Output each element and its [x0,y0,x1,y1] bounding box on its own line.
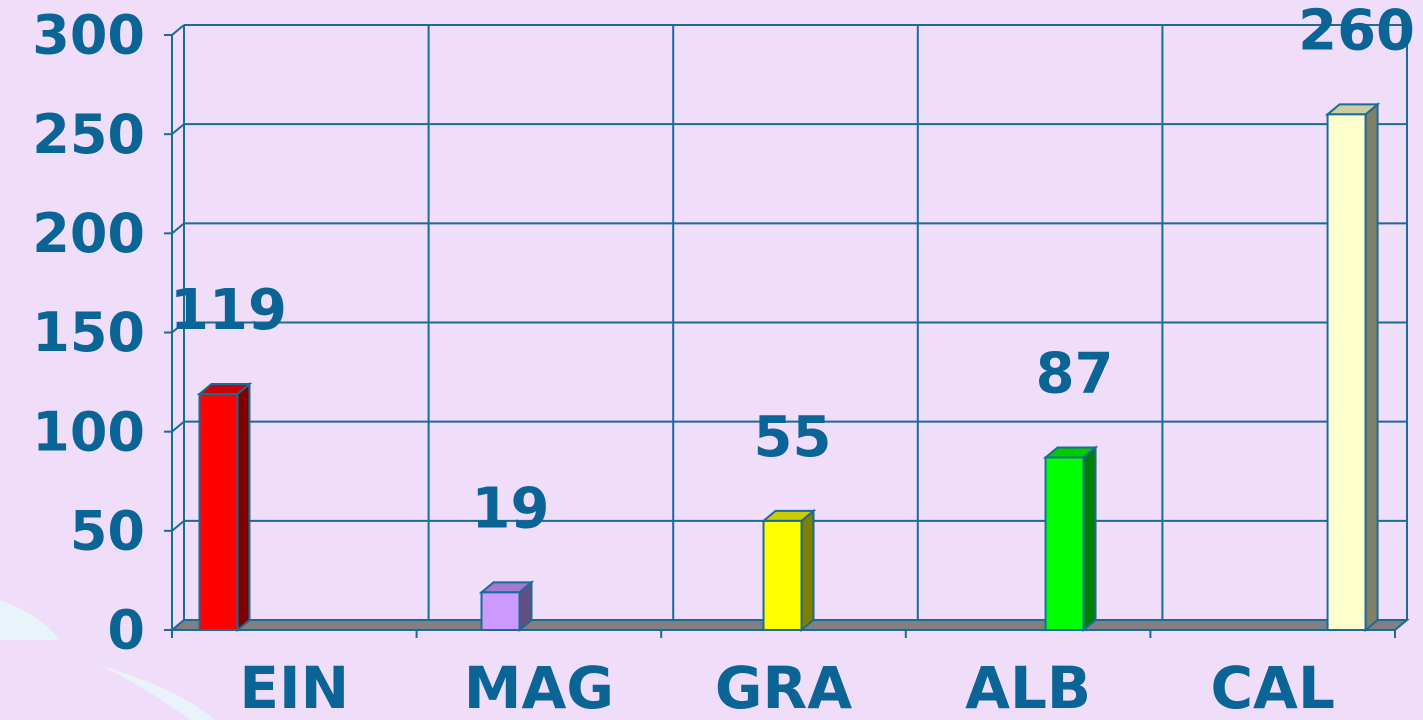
y-tick-label: 300 [32,4,145,67]
grid-line [171,222,185,235]
bar [480,591,521,631]
grid-line [171,420,185,433]
bar-side [1082,445,1097,633]
bar [198,392,239,631]
bar-side [236,381,251,633]
bar [762,519,803,632]
bar-side [800,508,815,633]
decoration [0,600,60,640]
data-label: 55 [754,405,832,470]
bar-side [1364,102,1379,633]
data-label: 87 [1036,342,1114,407]
x-tick-label: ALB [965,654,1091,720]
grid-line [171,123,185,135]
y-tick-label: 100 [32,400,145,463]
x-tick-label: EIN [239,654,349,720]
grid-line [171,520,185,532]
grid-line [171,321,185,334]
decoration [100,665,215,720]
y-tick-label: 200 [32,202,145,265]
grid-line [171,24,185,36]
x-tick-label: MAG [464,654,614,720]
x-tick-label: GRA [715,654,852,720]
x-tick-label: CAL [1210,654,1334,720]
y-tick-label: 250 [32,103,145,166]
data-label: 119 [170,278,287,343]
bar [1044,456,1085,632]
y-tick-label: 50 [70,499,145,562]
bar [1326,113,1367,632]
y-tick-label: 0 [107,599,145,662]
y-tick-label: 150 [32,301,145,364]
data-label: 19 [472,476,550,541]
data-label: 260 [1298,0,1415,63]
